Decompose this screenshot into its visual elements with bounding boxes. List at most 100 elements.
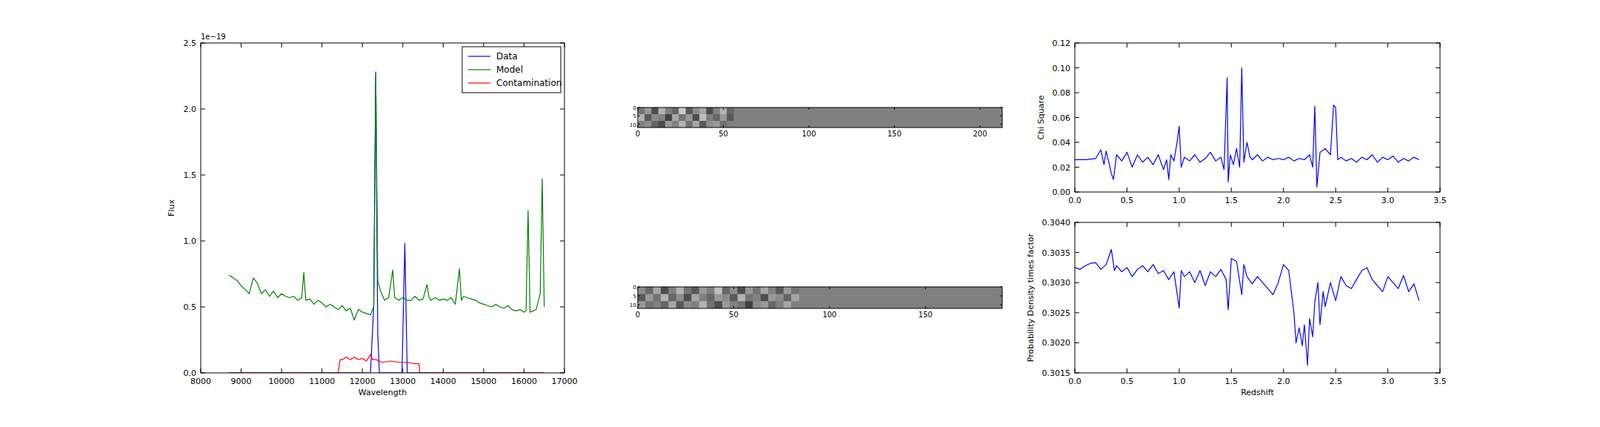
- y-tick: [637, 286, 640, 288]
- x-tick: [722, 107, 724, 110]
- image-cell: [644, 107, 652, 115]
- x-tick-label: 2.0: [1277, 195, 1291, 206]
- x-tick: [321, 42, 323, 48]
- x-tick: [1282, 368, 1284, 373]
- image-cell: [745, 294, 754, 302]
- image-cell: [683, 286, 692, 295]
- image-cell: [720, 107, 728, 115]
- x-tick-label: 10000: [268, 376, 295, 386]
- image-cell: [676, 300, 685, 309]
- x-tick: [1074, 368, 1076, 373]
- image-background: [637, 286, 1003, 309]
- image-cell: [637, 294, 646, 302]
- y-tick: [1074, 42, 1080, 44]
- image-cell: [678, 120, 686, 128]
- series-line: [228, 71, 545, 373]
- image-cell: [653, 294, 662, 302]
- x-tick-label: 12000: [349, 376, 376, 386]
- y-tick-label: 0.3040: [1042, 217, 1072, 228]
- x-tick-label: 2.5: [1328, 376, 1343, 386]
- image-cell: [637, 114, 646, 121]
- x-tick: [979, 125, 980, 128]
- x-tick-label: 16000: [511, 376, 538, 386]
- x-tick: [925, 305, 926, 309]
- image-cell: [713, 120, 721, 128]
- x-tick: [240, 42, 242, 48]
- x-tick: [1074, 222, 1076, 227]
- image-cell: [720, 114, 728, 121]
- x-tick: [200, 368, 202, 373]
- x-tick-label: 50: [718, 129, 729, 138]
- image-cell: [705, 120, 714, 128]
- x-tick-label: 1.5: [1225, 195, 1239, 206]
- image-cell: [699, 107, 707, 115]
- image-cell: [660, 294, 669, 302]
- y-tick: [1435, 67, 1440, 69]
- x-tick-label: 9000: [231, 376, 252, 386]
- y-tick: [1435, 372, 1440, 374]
- y-tick: [560, 372, 565, 374]
- image-cell: [775, 300, 784, 309]
- image-cell: [658, 107, 666, 115]
- y-tick: [637, 295, 640, 297]
- image-cell: [791, 300, 800, 309]
- image-cell: [651, 107, 659, 115]
- y-tick-label: 2.5: [183, 38, 198, 49]
- y-tick: [1435, 42, 1440, 44]
- y-tick-label: 0.04: [1052, 137, 1072, 148]
- x-tick-label: 2.0: [1277, 376, 1291, 386]
- image-cell: [699, 114, 707, 121]
- x-tick-label: 3.0: [1381, 376, 1395, 386]
- y-tick: [560, 42, 565, 44]
- y-tick-label: 0.3015: [1042, 368, 1072, 378]
- x-tick: [1335, 42, 1337, 48]
- x-tick-label: 15000: [470, 376, 497, 386]
- image-cell: [752, 294, 761, 302]
- image-cell: [665, 107, 673, 115]
- y-tick-label: 0.5: [183, 302, 198, 312]
- x-tick-label: 11000: [308, 376, 335, 386]
- axes-frame: [1074, 42, 1440, 192]
- y-tick: [1435, 222, 1440, 223]
- legend-label: Contamination: [496, 77, 562, 89]
- y-tick: [1074, 251, 1080, 253]
- axes-frame: [1074, 222, 1440, 373]
- image-cell: [692, 120, 700, 128]
- image-cell: [737, 294, 746, 302]
- y-tick: [1435, 251, 1440, 253]
- x-tick-label: 50: [728, 310, 739, 319]
- x-tick: [240, 368, 242, 373]
- series-line: [228, 354, 545, 373]
- y-tick: [1074, 166, 1080, 168]
- image-cell: [705, 107, 714, 115]
- x-tick: [1387, 368, 1389, 373]
- x-tick: [1178, 222, 1180, 227]
- x-tick-label: 150: [887, 129, 902, 138]
- image-cell: [760, 300, 769, 309]
- x-tick: [979, 107, 980, 110]
- y-tick-label: 0.3020: [1042, 337, 1072, 348]
- image-cell: [671, 120, 680, 128]
- image-cell: [671, 114, 680, 121]
- image-cell: [722, 286, 731, 295]
- image-cell: [783, 294, 792, 302]
- image-cell: [705, 114, 714, 121]
- x-tick: [564, 368, 566, 373]
- x-tick: [1335, 368, 1337, 373]
- x-tick-label: 100: [801, 129, 816, 138]
- image-cell: [637, 120, 646, 128]
- image-cell: [665, 120, 673, 128]
- image-cell: [644, 114, 652, 121]
- image-cell: [706, 300, 715, 309]
- y-tick: [1435, 142, 1440, 143]
- x-tick-label: 0.5: [1120, 195, 1135, 206]
- x-tick-label: 17000: [551, 376, 578, 386]
- image-cell: [699, 120, 707, 128]
- x-tick: [808, 107, 809, 110]
- x-tick: [200, 42, 202, 48]
- y-tick: [1074, 222, 1080, 223]
- x-tick: [1335, 222, 1337, 227]
- y-tick: [560, 306, 565, 308]
- x-tick: [808, 125, 809, 128]
- x-tick: [1387, 42, 1389, 48]
